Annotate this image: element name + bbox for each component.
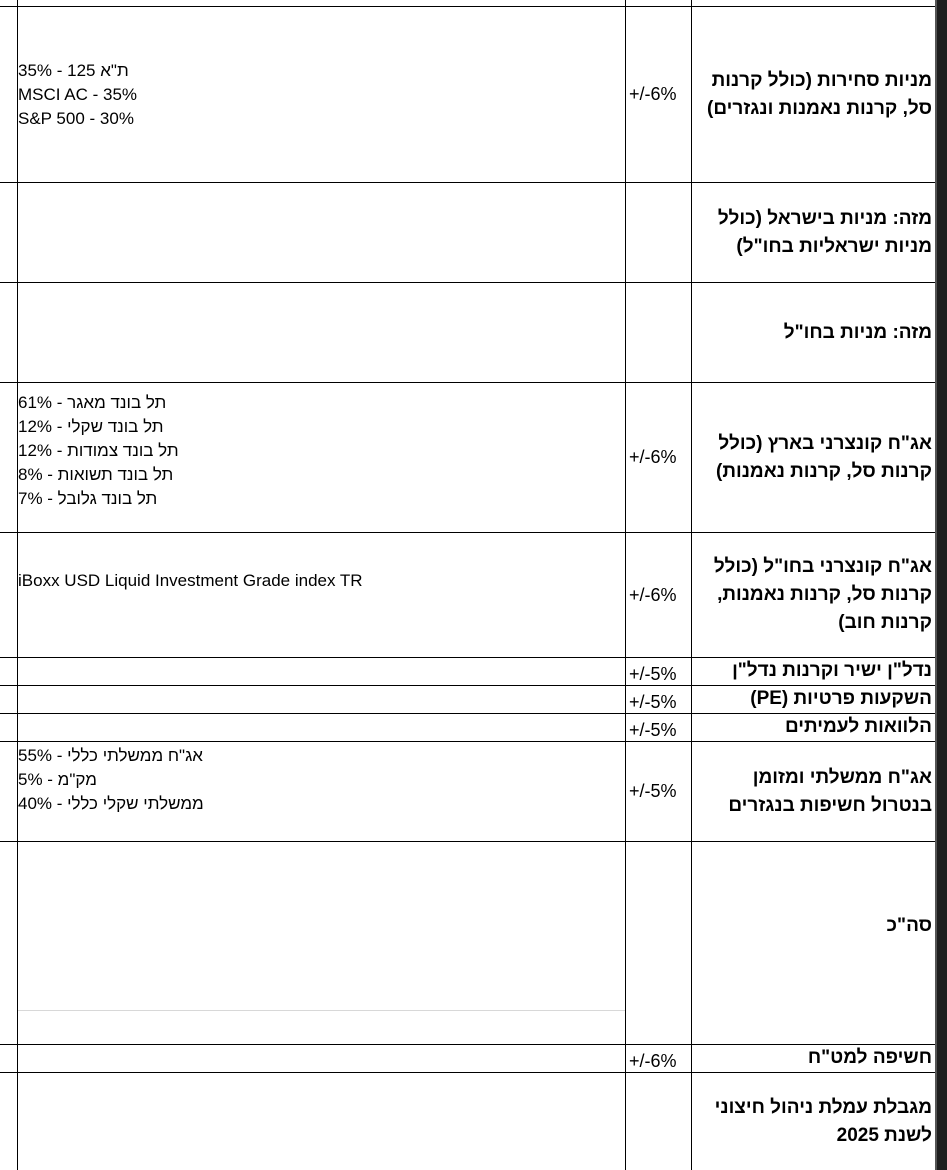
asset-class-cell[interactable]: נדל"ן ישיר וקרנות נדל"ן [692,658,934,685]
benchmark-cell[interactable] [18,842,625,1010]
row-divider [0,1072,935,1073]
tolerance-range-cell[interactable]: +/-5% [629,664,677,684]
gridline [17,1010,625,1011]
benchmark-cell[interactable]: iBoxx USD Liquid Investment Grade index … [18,533,625,657]
benchmark-line: S&P 500 - 30% [18,108,134,128]
benchmark-cell[interactable] [18,1045,625,1072]
benchmark-cell[interactable]: ת"א 125 - 35% MSCI AC - 35% S&P 500 - 30% [18,7,625,182]
tolerance-range-cell[interactable]: +/-6% [629,84,677,104]
benchmark-line: אג"ח ממשלתי כללי - 55% [18,746,203,765]
tolerance-range-cell[interactable] [626,1073,691,1170]
asset-class-label: אג"ח קונצרני בארץ (כולל קרנות סל, קרנות … [716,432,932,482]
asset-class-label: מניות סחירות (כולל קרנות סל, קרנות נאמנו… [707,69,932,119]
asset-class-cell[interactable]: אג"ח קונצרני בחו"ל (כולל קרנות סל, קרנות… [692,533,934,657]
asset-class-label: אג"ח ממשלתי ומזומן בנטרול חשיפות בנגזרים [728,766,932,816]
asset-class-cell[interactable]: אג"ח ממשלתי ומזומן בנטרול חשיפות בנגזרים [692,742,934,841]
benchmark-cell[interactable] [18,283,625,382]
benchmark-line: תל בונד מאגר - 61% [18,393,167,412]
benchmark-line: תל בונד צמודות - 12% [18,441,179,460]
asset-class-cell[interactable]: השקעות פרטיות (PE) [692,686,934,713]
asset-class-cell[interactable]: מזה: מניות בחו"ל [692,283,934,382]
tolerance-range-cell[interactable]: +/-5% [629,781,677,801]
scrollbar[interactable] [935,0,947,1170]
tolerance-range-cell[interactable]: +/-6% [629,1051,677,1071]
benchmark-line: תל בונד תשואות - 8% [18,465,174,484]
asset-class-label: מגבלת עמלת ניהול חיצוני לשנת 2025 [714,1096,932,1146]
row-divider [0,841,935,842]
row-divider [0,685,935,686]
tolerance-range-cell[interactable] [626,283,691,382]
benchmark-line: MSCI AC - 35% [18,84,138,104]
row-divider [0,382,935,383]
tolerance-range-cell[interactable]: +/-5% [629,720,677,740]
asset-class-cell[interactable]: מגבלת עמלת ניהול חיצוני לשנת 2025 [692,1073,934,1170]
asset-class-label: אג"ח קונצרני בחו"ל (כולל קרנות סל, קרנות… [713,556,932,633]
tolerance-range-cell[interactable] [626,842,691,1010]
asset-class-cell[interactable]: סה"כ [692,842,934,1010]
row-divider [0,657,935,658]
row-divider [0,713,935,714]
row-divider [0,282,935,283]
benchmark-line: תל בונד שקלי - 12% [18,417,164,436]
asset-class-label: הלוואות לעמיתים [784,716,932,737]
tolerance-range-cell[interactable] [626,183,691,282]
row-divider [0,182,935,183]
row-divider [0,6,935,7]
column-divider [17,0,18,1170]
asset-class-label: מזה: מניות בחו"ל [783,321,932,343]
asset-class-cell[interactable]: אג"ח קונצרני בארץ (כולל קרנות סל, קרנות … [692,383,934,532]
asset-class-label: סה"כ [886,915,932,936]
benchmark-cell[interactable]: אג"ח ממשלתי כללי - 55% מק"מ - 5% ממשלתי שק… [18,742,625,841]
benchmark-line: מק"מ - 5% [18,770,97,789]
row-divider [0,741,935,742]
tolerance-range-cell[interactable]: +/-6% [629,584,677,605]
asset-class-cell[interactable]: הלוואות לעמיתים [692,714,934,741]
tolerance-range-cell[interactable]: +/-6% [629,447,677,467]
benchmark-line: ת"א 125 - 35% [18,60,129,80]
asset-class-label: מזה: מניות בישראל (כולל מניות ישראליות ב… [717,207,932,257]
asset-class-label: חשיפה למט"ח [807,1047,932,1068]
benchmark-line: תל בונד גלובל - 7% [18,489,158,508]
tolerance-range-cell[interactable]: +/-5% [629,692,677,712]
benchmark-cell[interactable] [18,686,625,713]
benchmark-line: iBoxx USD Liquid Investment Grade index … [18,571,363,590]
benchmark-cell[interactable]: תל בונד מאגר - 61% תל בונד שקלי - 12% תל ב… [18,383,625,532]
asset-class-label: נדל"ן ישיר וקרנות נדל"ן [732,660,932,681]
row-divider [0,1044,935,1045]
benchmark-cell[interactable] [18,1073,625,1170]
benchmark-cell[interactable] [18,658,625,685]
asset-class-cell[interactable]: מניות סחירות (כולל קרנות סל, קרנות נאמנו… [692,7,934,182]
column-divider [691,0,692,1170]
benchmark-line: ממשלתי שקלי כללי - 40% [18,794,204,813]
benchmark-cell[interactable] [18,714,625,741]
asset-class-cell[interactable]: מזה: מניות בישראל (כולל מניות ישראליות ב… [692,183,934,282]
benchmark-cell[interactable] [18,183,625,282]
asset-class-label: השקעות פרטיות (PE) [750,688,932,709]
row-divider [0,532,935,533]
asset-class-cell[interactable]: חשיפה למט"ח [692,1045,934,1072]
column-divider [625,0,626,1170]
